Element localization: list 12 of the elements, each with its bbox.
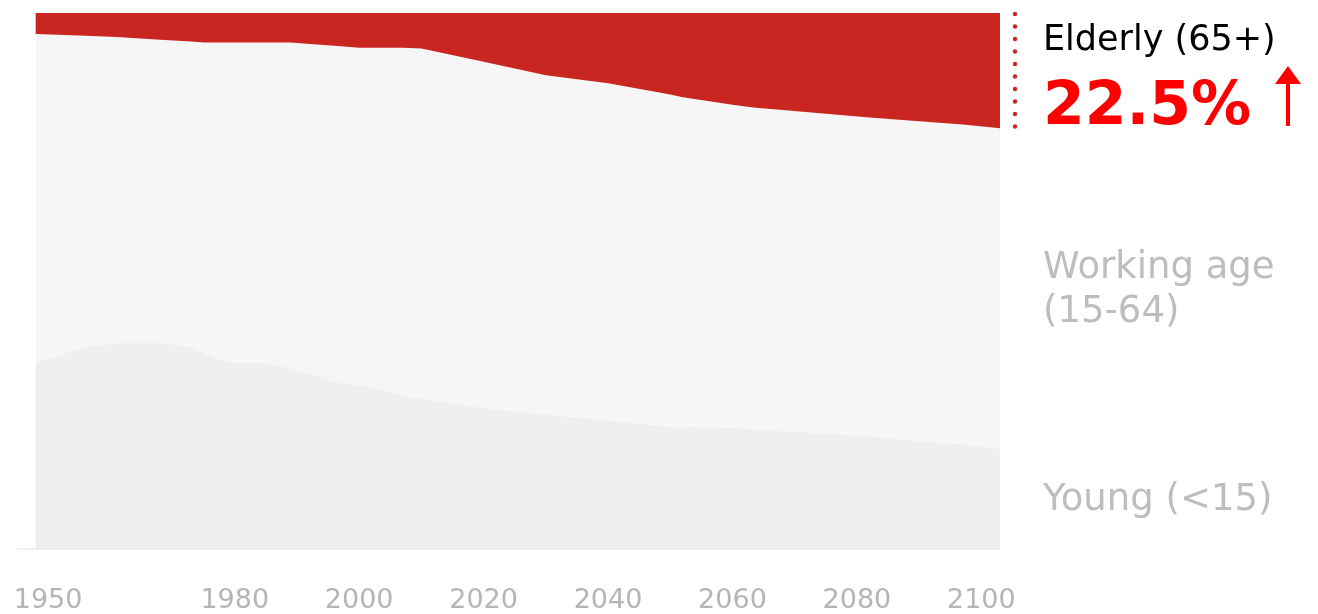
- series-label: Young (<15): [1042, 475, 1273, 519]
- x-tick-label: 2000: [324, 583, 394, 614]
- x-tick-label: 1980: [200, 583, 270, 614]
- x-tick-label: 2040: [573, 583, 643, 614]
- x-tick-label: 2080: [822, 583, 892, 614]
- x-tick-label: 2060: [698, 583, 767, 614]
- x-tick-label: 1950: [13, 583, 83, 614]
- x-tick-label: 2100: [946, 583, 1016, 614]
- series-label: Elderly (65+): [1043, 18, 1276, 58]
- text: 22.5%: [1043, 68, 1252, 138]
- x-tick-label: 2020: [449, 583, 518, 614]
- series-label: Working age (15-64): [1043, 243, 1275, 330]
